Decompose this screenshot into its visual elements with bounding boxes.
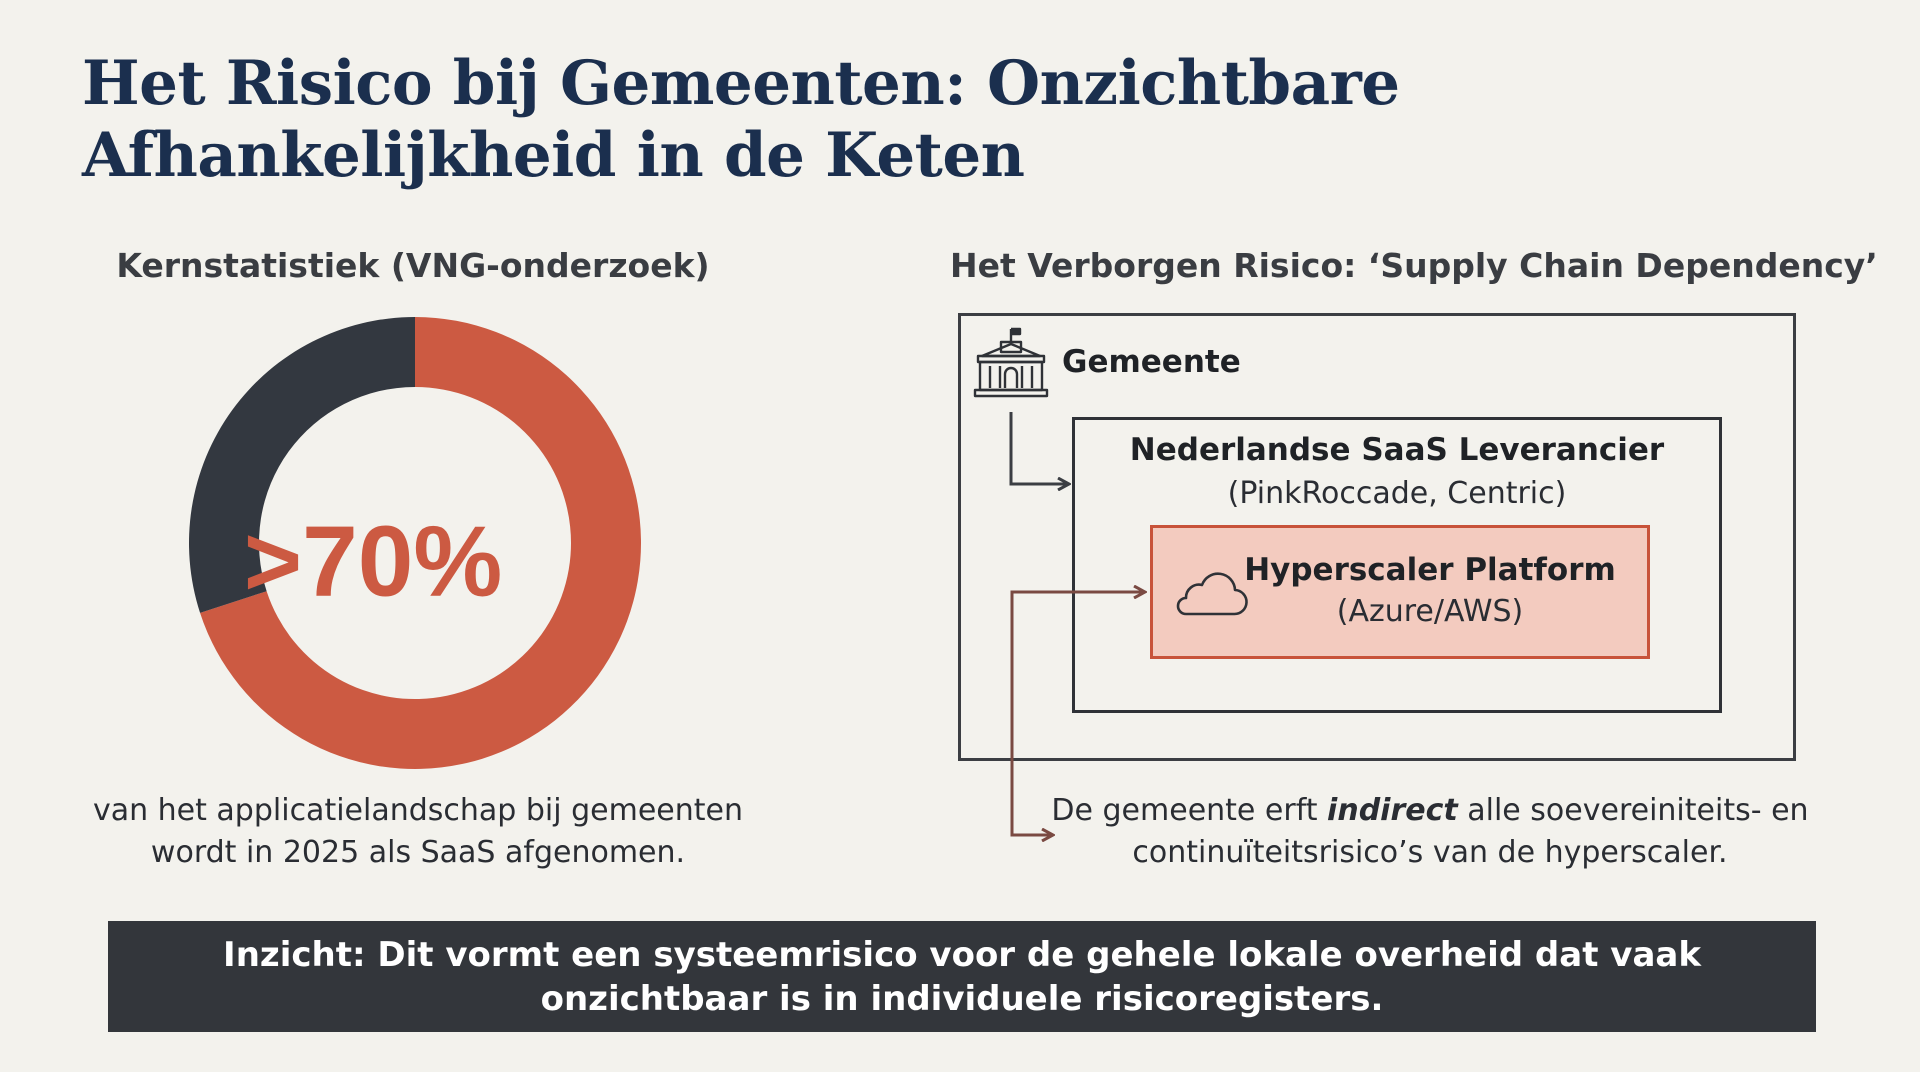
donut-segment-other — [188, 317, 415, 613]
insight-line1: Inzicht: Dit vormt een systeemrisico voo… — [223, 934, 1701, 975]
hyperscaler-examples: (Azure/AWS) — [1336, 594, 1524, 629]
risk-caption-line2: continuïteitsrisico’s van de hyperscaler… — [1132, 835, 1728, 870]
page-title: Het Risico bij Gemeenten: Onzichtbare Af… — [82, 48, 1400, 191]
donut-segment-saas — [200, 317, 642, 769]
donut-value-label: >70% — [244, 505, 503, 617]
risk-caption-emphasis: indirect — [1327, 793, 1458, 828]
risk-caption-line1: De gemeente erft indirect alle soeverein… — [1030, 790, 1830, 832]
stat-caption: van het applicatielandschap bij gemeente… — [90, 790, 746, 874]
town-hall-icon — [973, 327, 1049, 398]
saas-supplier-examples: (PinkRoccade, Centric) — [1227, 476, 1567, 511]
risk-caption: De gemeente erft indirect alle soeverein… — [1030, 790, 1830, 874]
risk-heading: Het Verborgen Risico: ‘Supply Chain Depe… — [950, 246, 1878, 285]
risk-caption-post: alle soevereiniteits- en — [1457, 793, 1809, 828]
insight-line2: onzichtbaar is in individuele risicoregi… — [540, 978, 1384, 1019]
insight-banner: Inzicht: Dit vormt een systeemrisico voo… — [108, 921, 1816, 1032]
gemeente-label: Gemeente — [1062, 344, 1241, 380]
cloud-icon — [1176, 572, 1248, 616]
saas-supplier-box — [1072, 417, 1722, 713]
stat-caption-line2: wordt in 2025 als SaaS afgenomen. — [150, 835, 686, 870]
saas-donut-chart: >70% — [188, 317, 642, 769]
stat-caption-line1: van het applicatielandschap bij gemeente… — [92, 793, 744, 828]
hyperscaler-label: Hyperscaler Platform — [1244, 552, 1616, 588]
hyperscaler-box — [1150, 525, 1650, 659]
saas-supplier-label: Nederlandse SaaS Leverancier — [1129, 432, 1665, 468]
stat-heading: Kernstatistiek (VNG-onderzoek) — [116, 246, 710, 285]
gemeente-box — [958, 313, 1796, 761]
risk-caption-pre: De gemeente erft — [1051, 793, 1328, 828]
